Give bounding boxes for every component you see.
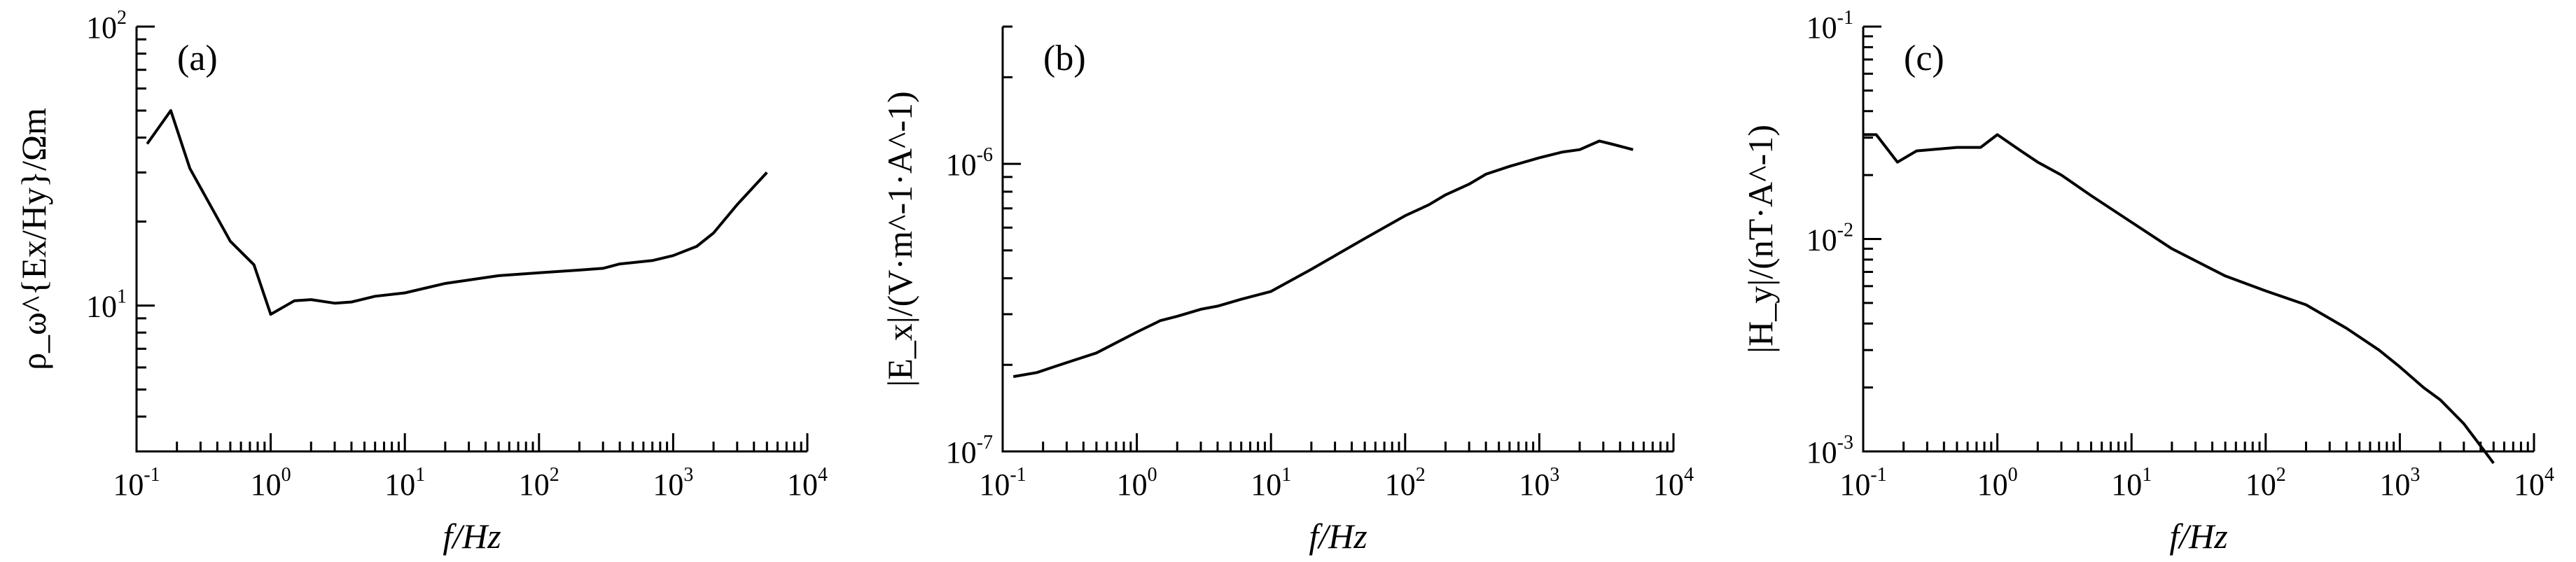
- x-axis-title: f/Hz: [443, 517, 501, 556]
- y-tick-label: 101: [86, 286, 127, 324]
- x-tick-label: 100: [1117, 464, 1157, 502]
- x-tick-label: 101: [1251, 464, 1291, 502]
- series-line: [146, 109, 768, 316]
- y-tick-label: 10-1: [1806, 7, 1853, 45]
- y-tick-label: 10-2: [1806, 220, 1853, 258]
- y-tick-label: 10-6: [946, 144, 993, 182]
- x-tick-label: 103: [1519, 464, 1559, 502]
- x-tick-label: 10-1: [1839, 464, 1886, 502]
- x-tick-label: 101: [2111, 464, 2152, 502]
- y-axis-title: |E_x|/(V·m^-1·A^-1): [880, 91, 919, 386]
- panel-label: (a): [177, 38, 218, 78]
- panel-label: (c): [1904, 38, 1944, 78]
- x-tick-label: 100: [1977, 464, 2018, 502]
- x-tick-label: 103: [653, 464, 693, 502]
- x-tick-label: 104: [787, 464, 828, 502]
- panel-a: 10-1 100 101 102 103 104 101 102 (a) f/Hz ρ_ω^{Ex/…: [14, 7, 828, 556]
- x-tick-label: 100: [251, 464, 291, 502]
- x-tick-label: 104: [2514, 464, 2554, 502]
- y-tick-label: 10-3: [1806, 432, 1853, 470]
- x-axis-title: f/Hz: [1309, 517, 1367, 556]
- x-tick-label: 10-1: [979, 464, 1026, 502]
- panel-c: 10-1 100 101 102 103 104 10-3 10-2 10-1 (c) f/Hz |H…: [1741, 7, 2554, 556]
- y-tick-label: 102: [86, 7, 127, 45]
- x-tick-label: 103: [2379, 464, 2420, 502]
- axes-frame: [1862, 27, 2534, 453]
- x-axis-title: f/Hz: [2169, 517, 2227, 556]
- x-tick-label: 101: [384, 464, 425, 502]
- y-axis-title: ρ_ω^{Ex/Hy}/Ωm: [14, 108, 53, 370]
- series-line: [1863, 133, 2495, 465]
- series-line: [1012, 139, 1634, 379]
- panel-label: (b): [1043, 38, 1086, 78]
- y-tick-label: 10-7: [946, 432, 993, 470]
- x-tick-label: 102: [1385, 464, 1426, 502]
- panel-b: 10-1 100 101 102 103 104 10-7 10-6 (b) f/Hz |E_x|/…: [880, 25, 1694, 556]
- axes-frame: [1001, 27, 1673, 453]
- x-tick-label: 104: [1653, 464, 1694, 502]
- x-tick-label: 10-1: [113, 464, 160, 502]
- y-axis-title: |H_y|/(nT·A^-1): [1741, 125, 1780, 353]
- x-tick-label: 102: [2246, 464, 2286, 502]
- x-tick-label: 102: [519, 464, 559, 502]
